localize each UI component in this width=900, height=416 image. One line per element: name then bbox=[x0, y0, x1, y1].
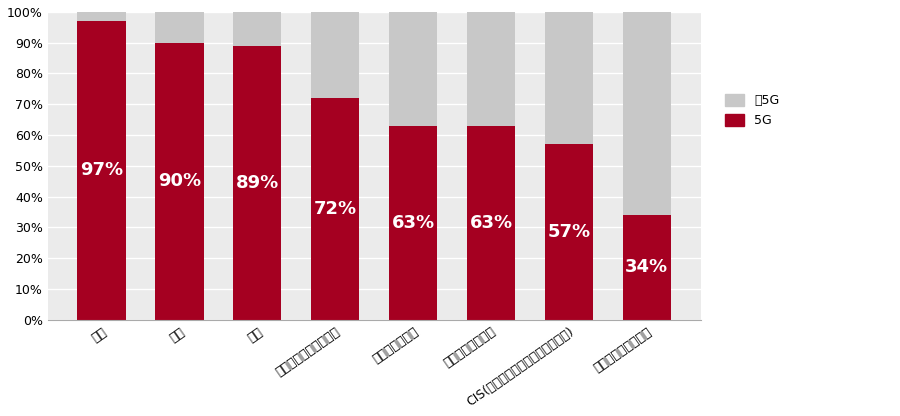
Bar bbox=[311, 98, 359, 319]
Text: 57%: 57% bbox=[547, 223, 590, 241]
Legend: 非5G, 5G: 非5G, 5G bbox=[725, 94, 779, 127]
Text: 63%: 63% bbox=[470, 214, 513, 232]
Text: 97%: 97% bbox=[80, 161, 123, 179]
Text: 90%: 90% bbox=[158, 172, 201, 190]
Text: 89%: 89% bbox=[236, 174, 279, 192]
Text: 63%: 63% bbox=[392, 214, 435, 232]
Bar bbox=[623, 215, 671, 319]
Text: 34%: 34% bbox=[626, 258, 669, 276]
Bar bbox=[389, 126, 437, 319]
Bar bbox=[77, 12, 126, 21]
Bar bbox=[467, 12, 515, 126]
Bar bbox=[233, 12, 282, 46]
Bar bbox=[389, 12, 437, 126]
Bar bbox=[77, 21, 126, 319]
Bar bbox=[623, 12, 671, 215]
Bar bbox=[544, 12, 593, 144]
Text: 72%: 72% bbox=[313, 200, 356, 218]
Bar bbox=[156, 43, 203, 319]
Bar bbox=[311, 12, 359, 98]
Bar bbox=[544, 144, 593, 319]
Bar bbox=[233, 46, 282, 319]
Bar bbox=[467, 126, 515, 319]
Bar bbox=[156, 12, 203, 43]
